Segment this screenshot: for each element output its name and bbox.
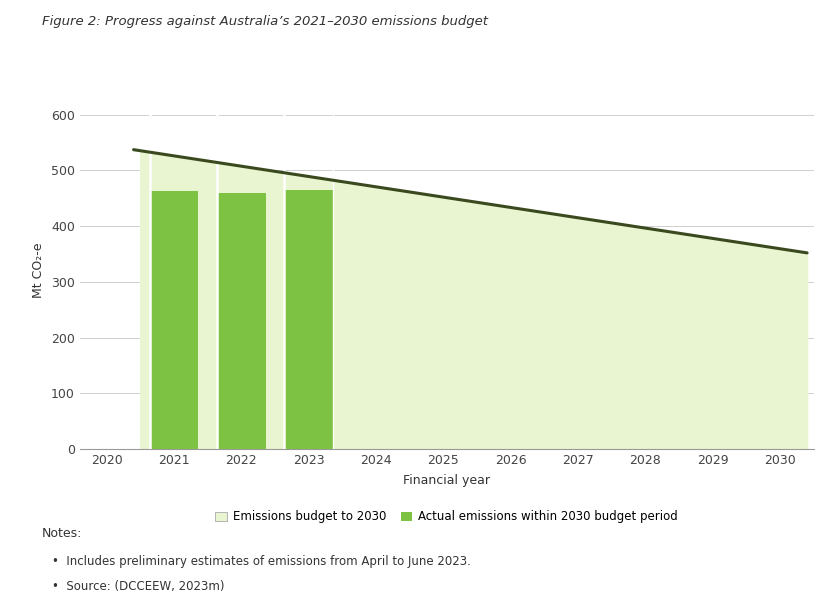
Bar — [284, 190, 333, 449]
Bar — [217, 193, 266, 449]
Bar — [149, 191, 198, 449]
X-axis label: Financial year: Financial year — [404, 474, 490, 487]
Y-axis label: Mt CO₂-e: Mt CO₂-e — [32, 243, 45, 299]
Text: •  Includes preliminary estimates of emissions from April to June 2023.: • Includes preliminary estimates of emis… — [52, 555, 471, 568]
Legend: Emissions budget to 2030, Actual emissions within 2030 budget period: Emissions budget to 2030, Actual emissio… — [216, 511, 678, 524]
Text: •  Source: (DCCEEW, 2023m): • Source: (DCCEEW, 2023m) — [52, 580, 225, 593]
Text: Figure 2: Progress against Australia’s 2021–2030 emissions budget: Figure 2: Progress against Australia’s 2… — [42, 15, 488, 28]
Text: Notes:: Notes: — [42, 527, 82, 540]
